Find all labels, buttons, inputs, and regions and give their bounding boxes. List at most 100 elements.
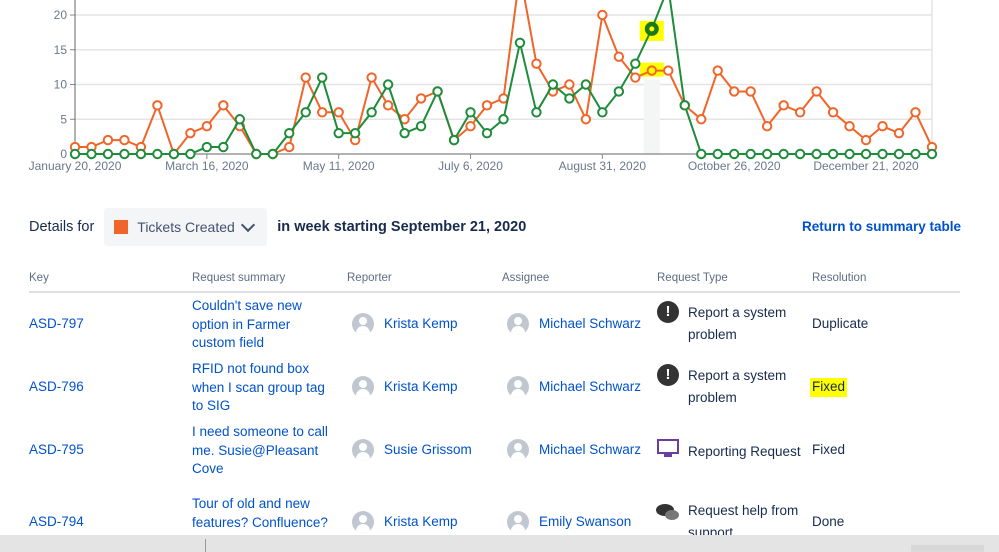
request-type-line: Request help from	[688, 503, 799, 518]
request-summary-link[interactable]: RFID not found box when I scan group tag t…	[192, 360, 325, 416]
data-point	[86, 148, 97, 160]
data-point	[135, 148, 147, 160]
highlight-band	[643, 80, 660, 154]
data-point	[844, 121, 855, 132]
data-point	[564, 79, 575, 90]
data-point	[630, 72, 641, 83]
bottom-scrollbar[interactable]	[0, 535, 999, 552]
x-tick-label: March 16, 2020	[165, 159, 249, 173]
data-point	[712, 65, 723, 76]
avatar-icon	[352, 439, 374, 461]
details-bar: Details for Tickets Created in week star…	[29, 208, 526, 246]
reporter-link[interactable]: Krista Kemp	[384, 379, 458, 394]
data-point	[877, 121, 888, 132]
data-point	[152, 100, 163, 111]
data-point	[547, 79, 559, 90]
scroll-thumb[interactable]	[911, 545, 984, 552]
data-point	[646, 65, 657, 76]
request-type-label: Request help from support	[688, 500, 798, 535]
data-point	[382, 100, 394, 111]
avatar-icon	[352, 313, 374, 335]
request-type-line: Report a system	[688, 368, 787, 383]
data-point	[465, 121, 476, 132]
data-point	[317, 72, 328, 83]
tickets-line-chart: 0 5 10 15 20 January 20, 2020 March 16, 2020 Ma…	[29, 0, 938, 173]
data-point	[415, 121, 427, 132]
summary-line: option in Farmer	[192, 316, 291, 332]
details-week-text: in week starting September 21, 2020	[277, 219, 527, 235]
data-point	[696, 148, 707, 160]
y-tick-label: 20	[54, 8, 68, 22]
resolution-label: Fixed	[810, 378, 848, 397]
data-point	[531, 58, 542, 69]
data-point	[102, 148, 114, 160]
data-point	[349, 127, 361, 139]
column-header[interactable]: Key	[29, 272, 49, 284]
data-point	[448, 134, 460, 146]
x-tick-label: October 26, 2020	[688, 159, 781, 173]
request-summary-link[interactable]: Tour of old and new features? Confluence?…	[192, 495, 328, 535]
column-header[interactable]: Request summary	[192, 272, 286, 284]
issue-key-link[interactable]: ASD-796	[29, 379, 84, 394]
summary-line: custom field	[192, 335, 265, 350]
assignee-link[interactable]: Michael Schwarz	[539, 379, 642, 394]
data-point	[811, 148, 822, 160]
data-point	[729, 148, 740, 160]
reporter-link[interactable]: Susie Grissom	[384, 442, 472, 457]
chat-icon	[656, 503, 680, 526]
data-point	[300, 72, 311, 83]
summary-line: me. Susie@Pleasant	[192, 442, 319, 458]
assignee-link[interactable]: Michael Schwarz	[539, 442, 642, 457]
issue-key-link[interactable]: ASD-797	[29, 316, 84, 331]
request-summary-link[interactable]: I need someone to call me. Susie@Pleasant…	[192, 423, 328, 479]
column-header[interactable]: Assignee	[502, 272, 550, 284]
data-point	[827, 107, 839, 118]
column-header[interactable]: Request Type	[657, 272, 728, 284]
series-select[interactable]: Tickets Created	[104, 208, 268, 246]
avatar-icon	[507, 511, 529, 533]
data-point	[597, 107, 608, 118]
avatar-icon	[507, 376, 529, 398]
data-point	[333, 127, 344, 139]
resolution-label: Duplicate	[812, 316, 869, 331]
assignee-link[interactable]: Emily Swanson	[539, 514, 632, 529]
request-type-line: problem	[688, 327, 737, 342]
data-point	[168, 148, 180, 160]
data-point	[531, 107, 542, 118]
column-header[interactable]: Reporter	[347, 272, 392, 284]
x-tick-label: July 6, 2020	[438, 159, 503, 173]
issue-key-link[interactable]: ASD-795	[29, 442, 84, 457]
data-point	[910, 107, 921, 118]
exclamation-icon: !	[657, 364, 679, 386]
data-point	[778, 100, 789, 111]
data-point	[811, 86, 822, 97]
avatar-icon	[507, 313, 529, 335]
data-point	[613, 51, 625, 62]
data-point	[794, 107, 806, 118]
data-point	[877, 148, 888, 160]
column-header[interactable]: Resolution	[812, 272, 867, 284]
data-point-selected-center	[649, 26, 655, 32]
data-point	[234, 114, 246, 125]
avatar-icon	[507, 439, 529, 461]
summary-line: when I scan group tag	[192, 379, 325, 395]
issue-key-link[interactable]: ASD-794	[29, 514, 84, 529]
return-to-summary-link[interactable]: Return to summary table	[802, 219, 962, 234]
assignee-link[interactable]: Michael Schwarz	[539, 316, 642, 331]
data-point	[366, 72, 377, 83]
series-color-swatch	[114, 220, 129, 234]
request-type-label: Reporting Request	[688, 441, 801, 463]
resolution-label: Fixed	[812, 442, 846, 457]
reporter-link[interactable]: Krista Kemp	[384, 316, 458, 331]
data-point	[201, 121, 213, 132]
x-tick-label: December 21, 2020	[813, 159, 919, 173]
data-point	[926, 148, 938, 160]
data-point	[597, 9, 608, 21]
x-tick-label: January 20, 2020	[29, 159, 122, 173]
request-summary-link[interactable]: Couldn't save new option in Farmer custom …	[192, 297, 302, 353]
data-point	[399, 127, 410, 139]
data-point	[679, 100, 690, 111]
data-point	[481, 100, 493, 111]
data-point	[778, 148, 789, 160]
reporter-link[interactable]: Krista Kemp	[384, 514, 458, 529]
